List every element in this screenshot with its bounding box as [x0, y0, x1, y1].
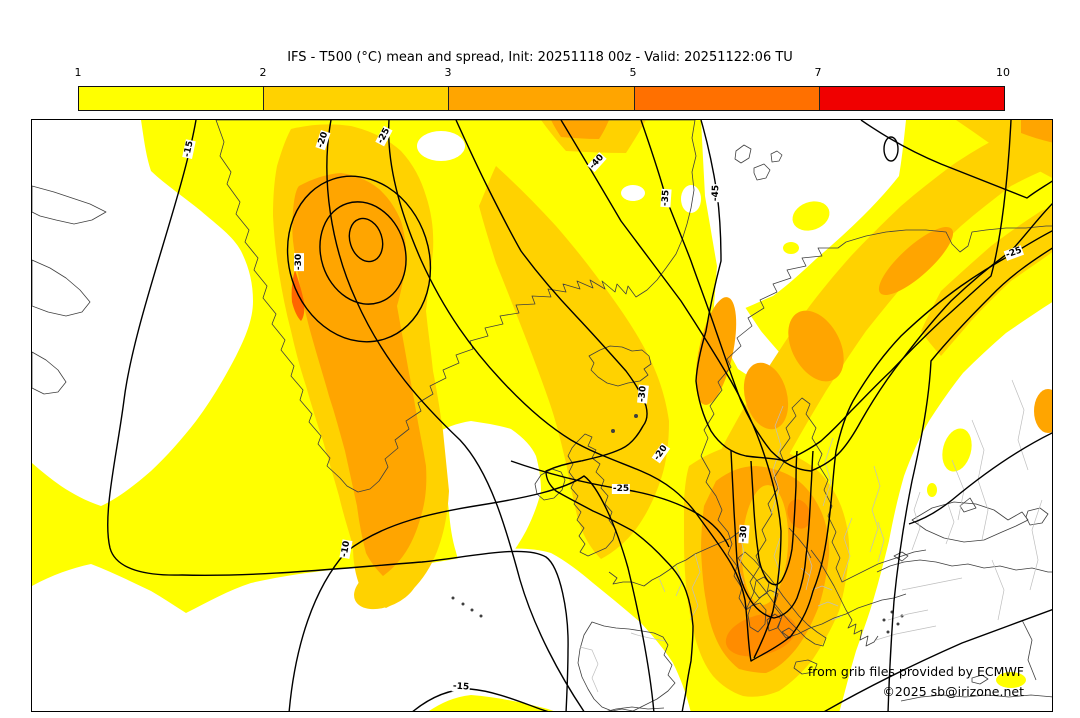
coastline-layer — [32, 120, 1052, 711]
map-svg — [32, 120, 1052, 711]
greenland-coast — [215, 120, 697, 493]
greece-coast — [810, 549, 879, 647]
corsica-coast — [753, 576, 770, 599]
credits: from grib files provided by ECMWF ©2025 … — [808, 662, 1024, 702]
white-region-south — [32, 548, 691, 711]
labrador-coast — [32, 185, 107, 395]
contour-label: -30 — [738, 524, 750, 544]
contour-label: -15 — [451, 681, 471, 693]
colorbar-ticks: 1 2 3 5 7 10 — [74, 66, 1011, 81]
channel-coast — [608, 531, 740, 587]
contour-layer — [107, 120, 1052, 711]
colorbar-segment — [633, 87, 819, 110]
colorbar-segment — [818, 87, 1005, 110]
levant-coast — [900, 619, 1052, 702]
contour-label: -30 — [294, 252, 304, 272]
contour-label: -25 — [611, 484, 631, 494]
colorbar-segment — [263, 87, 449, 110]
map-area: -15 -20 -25 -30 -40 -35 -45 -30 -25 -20 -30 -25 -10-… — [31, 119, 1053, 712]
iceland-coast — [588, 345, 652, 387]
turkey-coast — [876, 559, 1052, 573]
spread-fill-layer — [32, 120, 1052, 711]
bothnia-coast — [745, 397, 927, 611]
colorbar-segment — [79, 87, 264, 110]
chart-title: IFS - T500 (°C) mean and spread, Init: 2… — [287, 50, 793, 65]
colorbar-tick: 1 — [74, 66, 82, 79]
contour-label: -45 — [710, 183, 722, 203]
iberia-coast — [577, 621, 676, 711]
credits-line1: from grib files provided by ECMWF — [807, 664, 1024, 679]
contour-label: -35 — [660, 188, 672, 208]
sardinia-coast — [747, 602, 767, 633]
colorbar-tick: 3 — [444, 66, 452, 79]
norway-arctic-coast — [700, 225, 1052, 457]
gold-band-atlantic — [479, 166, 669, 559]
colorbar-tick: 10 — [996, 66, 1010, 79]
white-region-east — [839, 302, 1052, 711]
ireland-coast — [534, 468, 566, 501]
svalbard-coast — [734, 144, 783, 181]
colorbar-tick: 5 — [629, 66, 637, 79]
credits-line2: ©2025 sb@irizone.net — [882, 684, 1024, 699]
norway-south-coast — [700, 455, 907, 639]
contour-label: -30 — [637, 384, 649, 404]
cyprus-coast — [971, 674, 989, 685]
colorbar-tick: 7 — [814, 66, 822, 79]
sicily-coast — [793, 659, 818, 675]
britain-coast — [567, 433, 617, 557]
colorbar-segment — [448, 87, 634, 110]
colorbar — [78, 86, 1005, 111]
colorbar-tick: 2 — [259, 66, 267, 79]
